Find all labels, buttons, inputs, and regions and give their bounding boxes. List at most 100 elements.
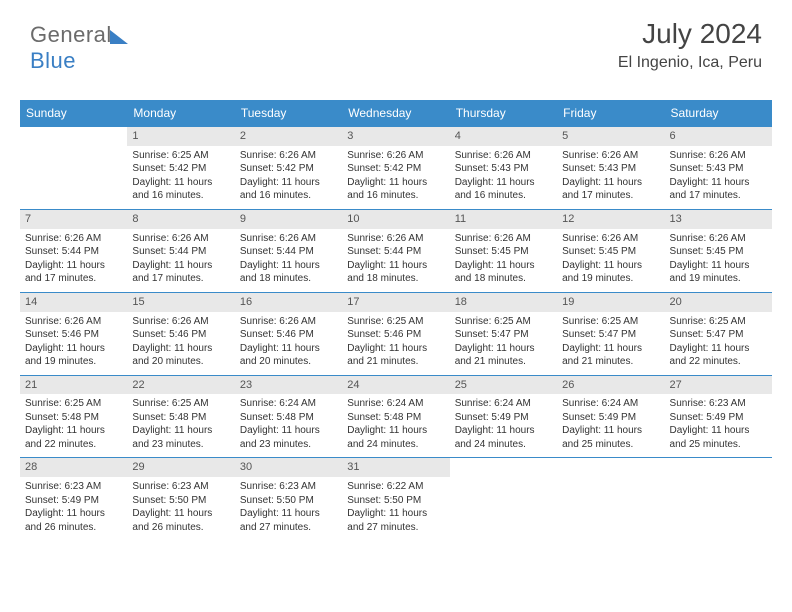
sunset-text: Sunset: 5:48 PM	[240, 411, 337, 425]
logo-text-blue: Blue	[30, 48, 76, 73]
day-number: 27	[665, 376, 772, 395]
calendar-day: 12Sunrise: 6:26 AMSunset: 5:45 PMDayligh…	[557, 210, 664, 292]
sunset-text: Sunset: 5:50 PM	[132, 494, 229, 508]
month-title: July 2024	[618, 18, 762, 50]
weekday-header: Wednesday	[342, 100, 449, 126]
sunset-text: Sunset: 5:48 PM	[132, 411, 229, 425]
sunset-text: Sunset: 5:44 PM	[347, 245, 444, 259]
day-number: 7	[20, 210, 127, 229]
day-number	[557, 458, 664, 477]
sunset-text: Sunset: 5:46 PM	[347, 328, 444, 342]
calendar-week: 7Sunrise: 6:26 AMSunset: 5:44 PMDaylight…	[20, 209, 772, 292]
sunset-text: Sunset: 5:46 PM	[25, 328, 122, 342]
weekday-header: Friday	[557, 100, 664, 126]
calendar-day: 1Sunrise: 6:25 AMSunset: 5:42 PMDaylight…	[127, 127, 234, 209]
daylight-text: Daylight: 11 hours and 17 minutes.	[132, 259, 229, 286]
day-number: 13	[665, 210, 772, 229]
day-number: 24	[342, 376, 449, 395]
sunset-text: Sunset: 5:42 PM	[132, 162, 229, 176]
sunrise-text: Sunrise: 6:25 AM	[347, 315, 444, 329]
sunrise-text: Sunrise: 6:24 AM	[347, 397, 444, 411]
calendar-week: 21Sunrise: 6:25 AMSunset: 5:48 PMDayligh…	[20, 375, 772, 458]
title-block: July 2024 El Ingenio, Ica, Peru	[618, 18, 762, 72]
calendar-day: 13Sunrise: 6:26 AMSunset: 5:45 PMDayligh…	[665, 210, 772, 292]
logo-triangle-icon	[110, 30, 128, 44]
sunrise-text: Sunrise: 6:26 AM	[455, 232, 552, 246]
day-number: 19	[557, 293, 664, 312]
sunset-text: Sunset: 5:43 PM	[670, 162, 767, 176]
calendar-day: 30Sunrise: 6:23 AMSunset: 5:50 PMDayligh…	[235, 458, 342, 540]
day-number: 23	[235, 376, 342, 395]
daylight-text: Daylight: 11 hours and 23 minutes.	[132, 424, 229, 451]
daylight-text: Daylight: 11 hours and 26 minutes.	[25, 507, 122, 534]
calendar-day-empty	[665, 458, 772, 540]
sunset-text: Sunset: 5:44 PM	[132, 245, 229, 259]
daylight-text: Daylight: 11 hours and 26 minutes.	[132, 507, 229, 534]
sunset-text: Sunset: 5:47 PM	[562, 328, 659, 342]
sunrise-text: Sunrise: 6:26 AM	[670, 149, 767, 163]
sunrise-text: Sunrise: 6:26 AM	[25, 232, 122, 246]
day-number: 17	[342, 293, 449, 312]
daylight-text: Daylight: 11 hours and 27 minutes.	[347, 507, 444, 534]
calendar-day: 23Sunrise: 6:24 AMSunset: 5:48 PMDayligh…	[235, 376, 342, 458]
sunset-text: Sunset: 5:45 PM	[455, 245, 552, 259]
sunset-text: Sunset: 5:49 PM	[670, 411, 767, 425]
calendar-day: 27Sunrise: 6:23 AMSunset: 5:49 PMDayligh…	[665, 376, 772, 458]
daylight-text: Daylight: 11 hours and 22 minutes.	[25, 424, 122, 451]
daylight-text: Daylight: 11 hours and 27 minutes.	[240, 507, 337, 534]
calendar: SundayMondayTuesdayWednesdayThursdayFrid…	[20, 100, 772, 540]
weeks-container: 1Sunrise: 6:25 AMSunset: 5:42 PMDaylight…	[20, 126, 772, 540]
sunrise-text: Sunrise: 6:23 AM	[132, 480, 229, 494]
calendar-day: 25Sunrise: 6:24 AMSunset: 5:49 PMDayligh…	[450, 376, 557, 458]
sunrise-text: Sunrise: 6:26 AM	[132, 315, 229, 329]
sunset-text: Sunset: 5:43 PM	[562, 162, 659, 176]
daylight-text: Daylight: 11 hours and 24 minutes.	[455, 424, 552, 451]
sunrise-text: Sunrise: 6:25 AM	[132, 149, 229, 163]
daylight-text: Daylight: 11 hours and 22 minutes.	[670, 342, 767, 369]
daylight-text: Daylight: 11 hours and 20 minutes.	[132, 342, 229, 369]
day-number: 4	[450, 127, 557, 146]
calendar-day-empty	[557, 458, 664, 540]
daylight-text: Daylight: 11 hours and 16 minutes.	[455, 176, 552, 203]
day-number: 5	[557, 127, 664, 146]
weekday-header-row: SundayMondayTuesdayWednesdayThursdayFrid…	[20, 100, 772, 126]
calendar-week: 28Sunrise: 6:23 AMSunset: 5:49 PMDayligh…	[20, 457, 772, 540]
calendar-day: 5Sunrise: 6:26 AMSunset: 5:43 PMDaylight…	[557, 127, 664, 209]
location-text: El Ingenio, Ica, Peru	[618, 54, 762, 72]
calendar-day: 24 Sunrise: 6:24 AMSunset: 5:48 PMDayligh…	[342, 376, 449, 458]
calendar-day: 21Sunrise: 6:25 AMSunset: 5:48 PMDayligh…	[20, 376, 127, 458]
day-number: 30	[235, 458, 342, 477]
sunrise-text: Sunrise: 6:23 AM	[240, 480, 337, 494]
sunset-text: Sunset: 5:48 PM	[347, 411, 444, 425]
calendar-day: 4 Sunrise: 6:26 AMSunset: 5:43 PMDaylight…	[450, 127, 557, 209]
sunrise-text: Sunrise: 6:25 AM	[455, 315, 552, 329]
calendar-day: 28Sunrise: 6:23 AMSunset: 5:49 PMDayligh…	[20, 458, 127, 540]
sunset-text: Sunset: 5:44 PM	[25, 245, 122, 259]
calendar-day: 11Sunrise: 6:26 AMSunset: 5:45 PMDayligh…	[450, 210, 557, 292]
daylight-text: Daylight: 11 hours and 24 minutes.	[347, 424, 444, 451]
sunrise-text: Sunrise: 6:26 AM	[455, 149, 552, 163]
calendar-day: 3Sunrise: 6:26 AMSunset: 5:42 PMDaylight…	[342, 127, 449, 209]
daylight-text: Daylight: 11 hours and 16 minutes.	[347, 176, 444, 203]
sunset-text: Sunset: 5:48 PM	[25, 411, 122, 425]
sunset-text: Sunset: 5:47 PM	[455, 328, 552, 342]
sunset-text: Sunset: 5:43 PM	[455, 162, 552, 176]
day-number: 29	[127, 458, 234, 477]
sunrise-text: Sunrise: 6:26 AM	[347, 232, 444, 246]
calendar-day: 17Sunrise: 6:25 AMSunset: 5:46 PMDayligh…	[342, 293, 449, 375]
sunset-text: Sunset: 5:49 PM	[25, 494, 122, 508]
day-number: 14	[20, 293, 127, 312]
sunrise-text: Sunrise: 6:25 AM	[562, 315, 659, 329]
sunrise-text: Sunrise: 6:26 AM	[347, 149, 444, 163]
sunset-text: Sunset: 5:46 PM	[240, 328, 337, 342]
calendar-day: 19Sunrise: 6:25 AMSunset: 5:47 PMDayligh…	[557, 293, 664, 375]
calendar-day-empty	[20, 127, 127, 209]
sunset-text: Sunset: 5:46 PM	[132, 328, 229, 342]
day-number: 1	[127, 127, 234, 146]
sunrise-text: Sunrise: 6:24 AM	[562, 397, 659, 411]
sunset-text: Sunset: 5:45 PM	[562, 245, 659, 259]
daylight-text: Daylight: 11 hours and 18 minutes.	[240, 259, 337, 286]
logo-text-general: General	[30, 22, 112, 47]
daylight-text: Daylight: 11 hours and 17 minutes.	[670, 176, 767, 203]
weekday-header: Sunday	[20, 100, 127, 126]
